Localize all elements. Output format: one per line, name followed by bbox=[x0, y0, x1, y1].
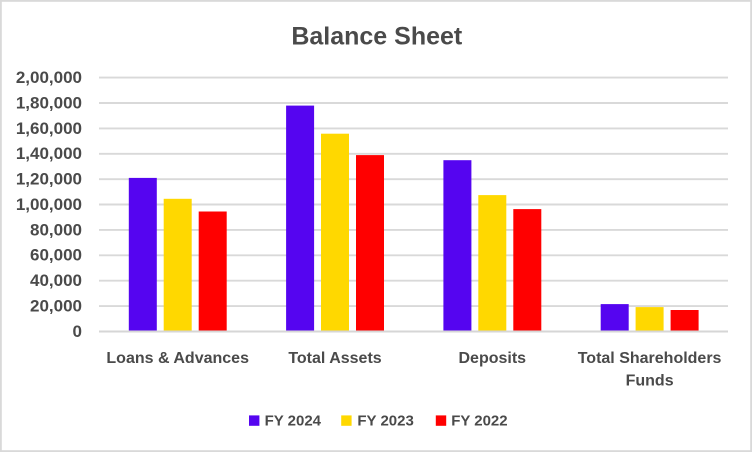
svg-text:1,80,000: 1,80,000 bbox=[16, 93, 82, 112]
svg-text:1,00,000: 1,00,000 bbox=[16, 195, 82, 214]
svg-text:0: 0 bbox=[73, 322, 82, 341]
svg-text:1,60,000: 1,60,000 bbox=[16, 119, 82, 138]
svg-text:FY 2023: FY 2023 bbox=[357, 412, 413, 429]
svg-text:1,40,000: 1,40,000 bbox=[16, 144, 82, 163]
svg-text:60,000: 60,000 bbox=[30, 246, 82, 265]
svg-text:Balance Sheet: Balance Sheet bbox=[291, 22, 463, 50]
svg-text:1,20,000: 1,20,000 bbox=[16, 170, 82, 189]
svg-text:Loans & Advances: Loans & Advances bbox=[106, 350, 249, 367]
svg-text:80,000: 80,000 bbox=[30, 220, 82, 239]
svg-text:Total Shareholders: Total Shareholders bbox=[578, 350, 722, 367]
svg-text:2,00,000: 2,00,000 bbox=[16, 68, 82, 87]
svg-text:FY 2022: FY 2022 bbox=[451, 412, 507, 429]
svg-text:20,000: 20,000 bbox=[30, 297, 82, 316]
svg-text:Total Assets: Total Assets bbox=[288, 350, 381, 367]
svg-text:Funds: Funds bbox=[626, 372, 674, 389]
svg-text:Deposits: Deposits bbox=[459, 350, 527, 367]
svg-text:FY 2024: FY 2024 bbox=[265, 412, 322, 429]
svg-text:40,000: 40,000 bbox=[30, 271, 82, 290]
